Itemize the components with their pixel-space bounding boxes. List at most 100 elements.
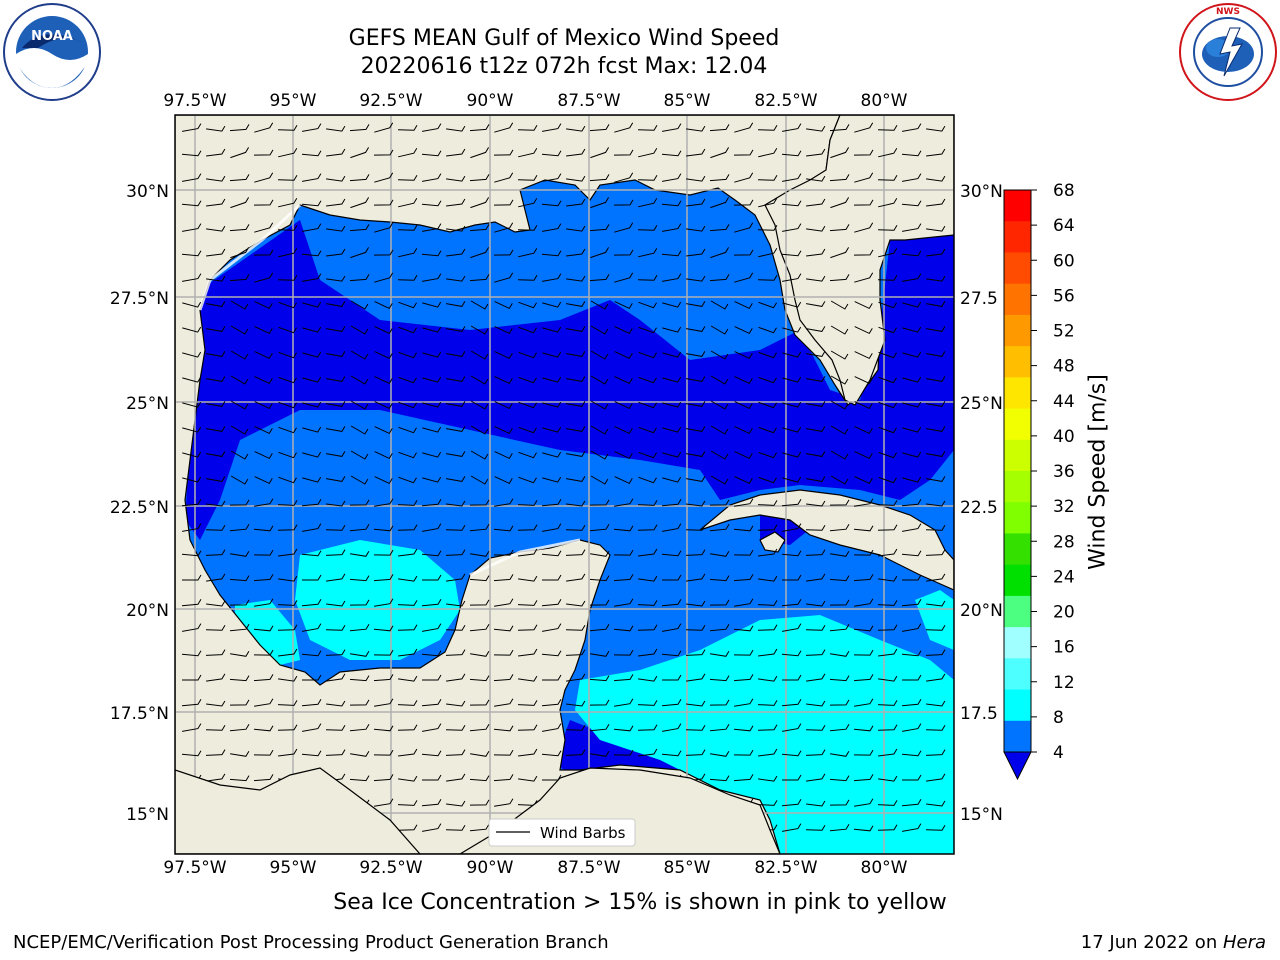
wind-barb xyxy=(662,451,682,458)
wind-barb xyxy=(302,223,322,232)
wind-barb xyxy=(925,825,946,831)
wind-barb xyxy=(350,375,369,385)
wind-barb xyxy=(638,748,658,757)
wind-barb xyxy=(302,401,322,408)
wind-barb xyxy=(805,549,826,556)
wind-barb xyxy=(541,699,562,707)
wind-barb xyxy=(205,625,226,631)
wind-barb xyxy=(782,574,802,581)
wind-barb xyxy=(758,548,778,557)
wind-barb xyxy=(469,274,490,282)
wind-barb xyxy=(230,247,250,259)
wind-barb xyxy=(686,573,706,582)
wind-barb xyxy=(782,301,802,308)
wind-barb xyxy=(757,275,778,281)
wind-barb xyxy=(733,774,754,782)
wind-barb xyxy=(397,524,418,531)
wind-barb xyxy=(566,351,586,357)
wind-barb xyxy=(878,376,897,384)
wind-barb xyxy=(878,351,897,359)
wind-barb xyxy=(781,550,802,557)
wind-barb xyxy=(350,651,370,657)
wind-barb xyxy=(422,173,442,182)
wind-barb xyxy=(806,573,826,582)
wind-barb xyxy=(446,673,466,682)
wind-barb xyxy=(878,426,897,434)
wind-barb xyxy=(326,125,346,132)
wind-barb xyxy=(469,224,490,232)
wind-barb xyxy=(662,674,682,681)
wind-barb xyxy=(662,376,682,383)
wind-barb xyxy=(661,699,682,707)
wind-barb xyxy=(901,150,922,157)
wind-barb xyxy=(349,775,370,782)
colorbar-segment xyxy=(1004,720,1031,753)
wind-barb xyxy=(686,326,706,332)
wind-barb xyxy=(518,648,538,657)
wind-barb xyxy=(830,300,849,310)
wind-barb xyxy=(493,549,514,556)
wind-barb xyxy=(925,625,946,631)
wind-barb xyxy=(470,375,489,385)
wind-barb xyxy=(181,499,202,507)
wind-barb xyxy=(781,799,802,807)
wind-barb xyxy=(829,823,850,832)
lon-label: 95°W xyxy=(270,858,317,878)
wind-barb xyxy=(854,476,873,485)
wind-barb xyxy=(518,426,537,434)
wind-barb xyxy=(230,450,249,460)
wind-barb xyxy=(926,700,946,707)
wind-barb xyxy=(926,573,946,582)
wind-barb xyxy=(182,401,202,408)
wind-barb xyxy=(469,823,490,832)
wind-barb xyxy=(566,401,586,407)
wind-barb xyxy=(638,575,658,582)
wind-barb xyxy=(326,326,346,332)
wind-barb xyxy=(806,125,826,132)
wind-barb xyxy=(326,175,346,182)
longitude-labels-bottom: 97.5°W 95°W 92.5°W 90°W 87.5°W 85°W 82.5… xyxy=(163,858,907,878)
wind-barb xyxy=(398,376,417,384)
wind-barb xyxy=(422,301,442,308)
colorbar-segment xyxy=(1004,689,1031,722)
lat-label: 25°N xyxy=(960,394,1003,414)
wind-barb xyxy=(278,426,297,434)
wind-barb xyxy=(734,426,753,435)
wind-barb xyxy=(181,550,202,557)
wind-barb xyxy=(301,599,322,607)
wind-barb xyxy=(566,148,586,157)
wind-barb xyxy=(349,699,370,706)
wind-barb xyxy=(613,525,634,532)
wind-barb xyxy=(662,476,682,483)
wind-barb xyxy=(685,549,706,556)
wind-barb xyxy=(421,499,442,507)
wind-barb xyxy=(470,325,489,335)
wind-barb xyxy=(541,200,562,207)
wind-barb xyxy=(566,198,586,207)
colorbar-tick-label: 32 xyxy=(1053,497,1075,517)
wind-barb xyxy=(206,600,226,607)
wind-barb xyxy=(230,147,250,159)
wind-barb xyxy=(638,376,657,384)
lon-label: 95°W xyxy=(270,91,317,111)
wind-barb xyxy=(926,175,946,182)
wind-barb xyxy=(758,301,777,309)
wind-barb xyxy=(853,625,874,632)
colorbar-segment xyxy=(1004,502,1031,534)
wind-barb xyxy=(709,699,730,706)
wind-barb xyxy=(566,301,586,307)
wind-barb xyxy=(517,275,538,281)
wind-barb xyxy=(830,325,849,335)
wind-barb xyxy=(782,376,802,383)
wind-barb xyxy=(541,599,562,607)
wind-barb xyxy=(782,523,802,532)
wind-barb xyxy=(757,524,778,531)
wind-barb xyxy=(590,400,609,410)
wind-barb xyxy=(397,275,418,281)
wind-barb xyxy=(182,723,202,732)
wind-barb xyxy=(278,575,298,582)
wind-barb xyxy=(494,272,514,283)
wind-barb xyxy=(206,451,226,457)
wind-barb xyxy=(518,147,538,158)
wind-barb xyxy=(686,275,706,282)
